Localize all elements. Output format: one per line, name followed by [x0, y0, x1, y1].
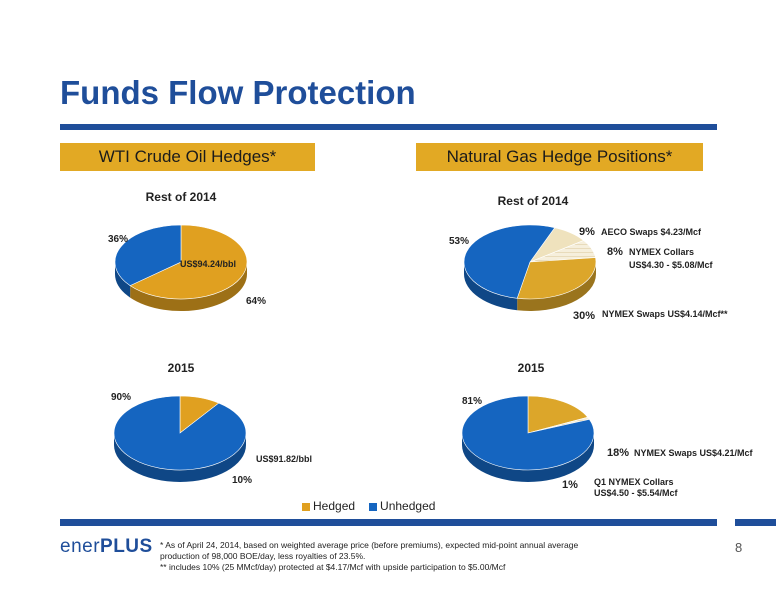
oil-2015-hedged-label: 10%: [232, 475, 252, 486]
gas-2014-collars-range: US$4.30 - $5.08/Mcf: [629, 260, 714, 270]
enerplus-logo: enerPLUS: [60, 536, 153, 557]
gas-2015-unhedged-label: 81%: [462, 396, 482, 407]
gas-hedges-header: Natural Gas Hedge Positions*: [416, 143, 703, 171]
legend-unhedged-label: Unhedged: [380, 499, 436, 513]
gas-2014-collars-detail: NYMEX Collars: [629, 247, 694, 257]
pie-3-slice-unhedged: [463, 224, 556, 299]
oil-2014-hedged-price: US$94.24/bbl: [180, 259, 236, 269]
pie-2-slice-unhedged: [113, 395, 247, 471]
pie-1-title: Rest of 2014: [146, 190, 217, 204]
chart-legend: Hedged Unhedged: [302, 499, 435, 513]
legend-unhedged-swatch: [369, 502, 378, 511]
oil-2014-unhedged-label: 36%: [108, 234, 128, 245]
gas-2014-swaps-detail: NYMEX Swaps US$4.14/Mcf**: [602, 309, 728, 319]
page-number: 8: [735, 540, 743, 555]
pie-3-title: Rest of 2014: [498, 194, 569, 208]
footer-rule-right: [735, 519, 776, 526]
pie-3-side-2: [517, 262, 596, 312]
pie-4-slice-nymex-swaps: [527, 395, 589, 434]
legend-hedged: Hedged: [302, 499, 355, 513]
legend-unhedged: Unhedged: [369, 499, 435, 513]
pie-2-title: 2015: [168, 361, 195, 375]
gas-2014-aeco-pct: 9%: [579, 226, 595, 238]
pie-1-side-0: [130, 262, 247, 311]
gas-2015-collars-range: US$4.50 - $5.54/Mcf: [594, 488, 679, 498]
oil-hedges-header: WTI Crude Oil Hedges*: [60, 143, 315, 171]
pie-1-side-1: [115, 262, 131, 298]
oil-2015-hedged-price: US$91.82/bbl: [256, 454, 312, 464]
pie-2-side-1: [114, 433, 246, 482]
footnotes: * As of April 24, 2014, based on weighte…: [160, 540, 680, 573]
footer-rule: [60, 519, 717, 526]
gas-2015-swaps-pct: 18%: [607, 447, 629, 459]
gas-2014-aeco-detail: AECO Swaps $4.23/Mcf: [601, 227, 702, 237]
gas-2014-collars-pct: 8%: [607, 246, 623, 258]
footnote-3: ** includes 10% (25 MMcf/day) protected …: [160, 562, 506, 572]
footnote-2: production of 98,000 BOE/day, less royal…: [160, 551, 366, 561]
pie-4-title: 2015: [518, 361, 545, 375]
oil-2014-hedged-label: 64%: [246, 296, 266, 307]
oil-2015-unhedged-label: 90%: [111, 392, 131, 403]
pie-1-slice-hedged: [129, 224, 248, 300]
legend-hedged-swatch: [302, 502, 310, 511]
gas-2015-swaps-detail: NYMEX Swaps US$4.21/Mcf: [634, 448, 754, 458]
pie-4-side-2: [462, 433, 594, 482]
footnote-1: * As of April 24, 2014, based on weighte…: [160, 540, 579, 550]
legend-hedged-label: Hedged: [313, 499, 356, 513]
pie-3-slice-nymex-swaps: [516, 257, 597, 300]
pie-1-slice-unhedged: [114, 224, 182, 286]
gas-2015-collars-detail: Q1 NYMEX Collars: [594, 477, 674, 487]
title-underline: [60, 124, 717, 130]
gas-2014-swaps-pct: 30%: [573, 310, 595, 322]
pie-4-slice-unhedged: [461, 395, 595, 471]
page-title: Funds Flow Protection: [60, 74, 416, 111]
gas-2015-collars-pct: 1%: [562, 479, 578, 491]
gas-2014-unhedged-label: 53%: [449, 236, 469, 247]
pie-3-side-3: [464, 262, 518, 311]
